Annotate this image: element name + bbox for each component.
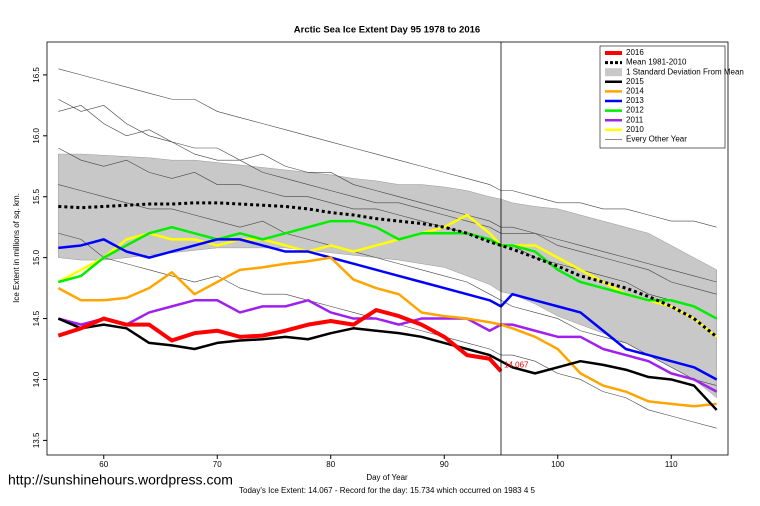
x-tick-label: 100	[551, 460, 565, 469]
x-tick-label: 90	[440, 460, 449, 469]
series-line	[57, 256, 717, 408]
legend-label: 2015	[626, 77, 644, 86]
legend-swatch	[605, 68, 622, 77]
y-tick-label: 16.0	[32, 127, 41, 143]
series-line	[57, 308, 503, 373]
legend-label: 2010	[626, 125, 644, 134]
legend-label: Every Other Year	[626, 135, 687, 144]
y-tick-label: 14.0	[32, 371, 41, 387]
legend-label: 2014	[626, 87, 644, 96]
chart-title: Arctic Sea Ice Extent Day 95 1978 to 201…	[294, 25, 480, 36]
y-tick-label: 14.5	[32, 310, 41, 326]
series-line	[58, 238, 718, 381]
legend-label: Mean 1981-2010	[626, 58, 687, 67]
plot-frame	[46, 41, 729, 456]
legend-label: 2016	[626, 48, 644, 57]
legend-label: 1 Standard Deviation From Mean	[626, 67, 744, 76]
x-tick-label: 70	[213, 460, 222, 469]
other-year-line	[58, 68, 717, 228]
std-band	[58, 153, 717, 399]
x-tick-label: 60	[99, 460, 108, 469]
legend-label: 2013	[626, 96, 644, 105]
legend-label: 2012	[626, 106, 644, 115]
y-axis-label: Ice Extent in millions of sq. km.	[12, 193, 21, 303]
footer: Today's Ice Extent: 14.067 - Record for …	[239, 486, 535, 495]
x-axis-label: Day of Year	[366, 473, 408, 482]
x-tick-label: 80	[326, 460, 335, 469]
y-tick-label: 15.0	[32, 249, 41, 265]
other-year-line	[58, 184, 717, 386]
series-line	[58, 219, 718, 320]
series-line	[57, 317, 718, 411]
other-year-line	[58, 147, 717, 319]
other-year-line	[58, 98, 717, 283]
series-line	[58, 299, 718, 393]
source-url: http://sunshinehours.wordpress.com	[8, 472, 233, 488]
value-label: 14.067	[504, 360, 529, 369]
y-tick-label: 15.5	[32, 188, 41, 204]
y-tick-label: 13.5	[32, 432, 41, 448]
y-tick-label: 16.5	[32, 67, 41, 83]
x-tick-label: 110	[665, 460, 678, 469]
legend-label: 2011	[626, 115, 644, 124]
